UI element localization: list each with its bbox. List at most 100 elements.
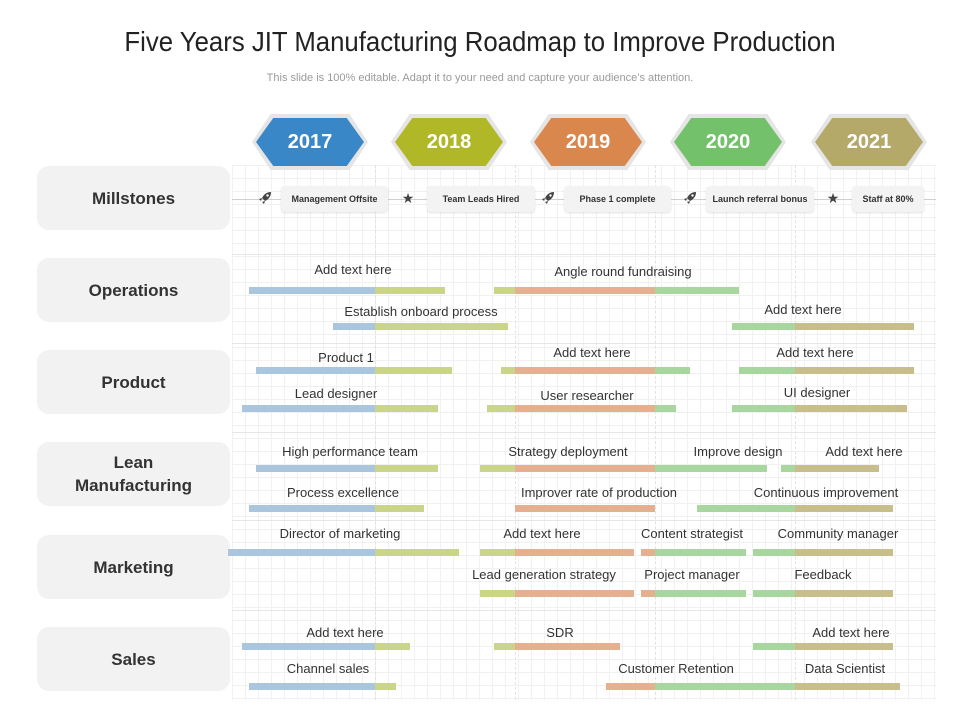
task-bar-segment xyxy=(732,405,795,412)
task-label: Product 1 xyxy=(318,350,374,365)
row-label-operations: Operations xyxy=(37,258,230,322)
row-separator xyxy=(232,254,936,255)
task-bar-segment xyxy=(256,465,375,472)
task-bar-segment xyxy=(375,405,438,412)
task-label: Add text here xyxy=(825,444,903,459)
task-label: Add text here xyxy=(503,526,581,541)
task-bar xyxy=(501,367,690,374)
task-bar xyxy=(732,323,914,330)
task-bar xyxy=(249,287,445,294)
task-bar-segment xyxy=(655,367,690,374)
row-separator xyxy=(232,610,936,611)
year-2017-badge: 2017 xyxy=(256,118,364,166)
task-label: Process excellence xyxy=(287,485,399,500)
task-bar xyxy=(480,549,634,556)
task-bar-segment xyxy=(781,465,795,472)
task-bar-segment xyxy=(375,323,508,330)
task-label: Add text here xyxy=(812,625,890,640)
task-label: Feedback xyxy=(794,567,852,582)
row-label-sales: Sales xyxy=(37,627,230,691)
task-bar-segment xyxy=(333,323,375,330)
task-bar-segment xyxy=(487,405,515,412)
task-bar-segment xyxy=(732,323,795,330)
task-bar-segment xyxy=(641,590,655,597)
milestone-box: Management Offsite xyxy=(281,186,388,212)
task-bar xyxy=(641,549,746,556)
task-bar-segment xyxy=(655,465,767,472)
task-bar-segment xyxy=(480,549,515,556)
task-bar-segment xyxy=(515,549,634,556)
task-bar-segment xyxy=(795,549,893,556)
task-bar-segment xyxy=(746,683,795,690)
task-bar-segment xyxy=(515,590,634,597)
task-bar-segment xyxy=(795,323,914,330)
task-bar-segment xyxy=(375,505,424,512)
task-bar-segment xyxy=(515,287,655,294)
task-bar xyxy=(494,287,739,294)
row-label-marketing: Marketing xyxy=(37,535,230,599)
task-label: Strategy deployment xyxy=(508,444,628,459)
task-bar-segment xyxy=(501,367,515,374)
row-separator xyxy=(232,520,936,521)
task-bar-segment xyxy=(648,465,655,472)
task-bar-segment xyxy=(375,683,396,690)
task-bar xyxy=(697,505,893,512)
task-bar xyxy=(515,505,655,512)
task-label: Angle round fundraising xyxy=(554,264,692,279)
task-label: Add text here xyxy=(306,625,384,640)
task-bar-segment xyxy=(795,590,893,597)
milestone-box: Team Leads Hired xyxy=(427,186,535,212)
task-bar-segment xyxy=(494,287,515,294)
task-bar xyxy=(732,405,907,412)
task-bar-segment xyxy=(795,405,907,412)
task-label: Add text here xyxy=(764,302,842,317)
task-bar-segment xyxy=(515,643,620,650)
row-label-lean-manufacturing: Lean Manufacturing xyxy=(37,442,230,506)
task-bar-segment xyxy=(795,465,879,472)
task-bar xyxy=(242,643,410,650)
task-bar-segment xyxy=(494,643,515,650)
task-label: Channel sales xyxy=(286,661,370,676)
task-label: Add text here xyxy=(314,262,392,277)
year-2018-badge: 2018 xyxy=(395,118,503,166)
task-label: Lead designer xyxy=(294,386,378,401)
task-bar xyxy=(753,590,893,597)
task-bar-segment xyxy=(242,643,375,650)
task-bar-segment xyxy=(655,287,739,294)
task-bar xyxy=(739,367,914,374)
task-bar-segment xyxy=(375,287,445,294)
task-bar xyxy=(333,323,508,330)
rocket-icon xyxy=(540,190,556,206)
task-label: Improve design xyxy=(693,444,783,459)
year-2019-badge: 2019 xyxy=(534,118,642,166)
task-bar xyxy=(228,549,459,556)
task-label: Continuous improvement xyxy=(753,485,899,500)
task-bar xyxy=(781,465,879,472)
year-2020-badge: 2020 xyxy=(674,118,782,166)
task-bar-segment xyxy=(256,367,375,374)
task-label: Community manager xyxy=(777,526,899,541)
task-label: High performance team xyxy=(282,444,418,459)
task-bar-segment xyxy=(753,549,795,556)
task-bar-segment xyxy=(655,405,676,412)
task-bar xyxy=(480,465,648,472)
task-label: SDR xyxy=(546,625,574,640)
task-bar-segment xyxy=(375,367,452,374)
row-label-product: Product xyxy=(37,350,230,414)
task-bar-segment xyxy=(235,549,375,556)
task-bar xyxy=(480,590,634,597)
task-bar-segment xyxy=(249,683,375,690)
task-bar-segment xyxy=(795,367,914,374)
task-bar-segment xyxy=(753,643,795,650)
task-bar-segment xyxy=(249,287,375,294)
task-bar xyxy=(606,683,760,690)
task-bar-segment xyxy=(795,643,893,650)
task-bar xyxy=(249,683,396,690)
task-bar-segment xyxy=(375,549,459,556)
task-label: Add text here xyxy=(553,345,631,360)
task-bar-segment xyxy=(480,590,515,597)
task-bar-segment xyxy=(515,465,648,472)
task-bar-segment xyxy=(655,683,760,690)
task-bar xyxy=(256,367,452,374)
